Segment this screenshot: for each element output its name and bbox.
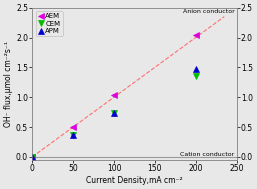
Text: Anion conductor: Anion conductor: [183, 9, 234, 14]
APM: [71, 134, 75, 136]
APM: [31, 156, 34, 158]
CEM: [112, 112, 115, 114]
X-axis label: Current Density,mA cm⁻²: Current Density,mA cm⁻²: [86, 176, 183, 185]
APM: [112, 112, 115, 114]
Line: APM: APM: [30, 66, 198, 160]
CEM: [194, 75, 197, 77]
Y-axis label: OH⁻ flux,μmol cm⁻²s⁻¹: OH⁻ flux,μmol cm⁻²s⁻¹: [4, 41, 13, 127]
AEM: [31, 156, 34, 158]
Line: CEM: CEM: [30, 74, 198, 160]
CEM: [31, 156, 34, 158]
AEM: [112, 94, 115, 97]
AEM: [71, 126, 75, 128]
Legend: AEM, CEM, APM: AEM, CEM, APM: [36, 11, 63, 36]
CEM: [71, 134, 75, 136]
Text: Cation conductor: Cation conductor: [180, 152, 234, 157]
AEM: [194, 33, 197, 36]
APM: [194, 67, 197, 70]
Line: AEM: AEM: [30, 32, 198, 160]
